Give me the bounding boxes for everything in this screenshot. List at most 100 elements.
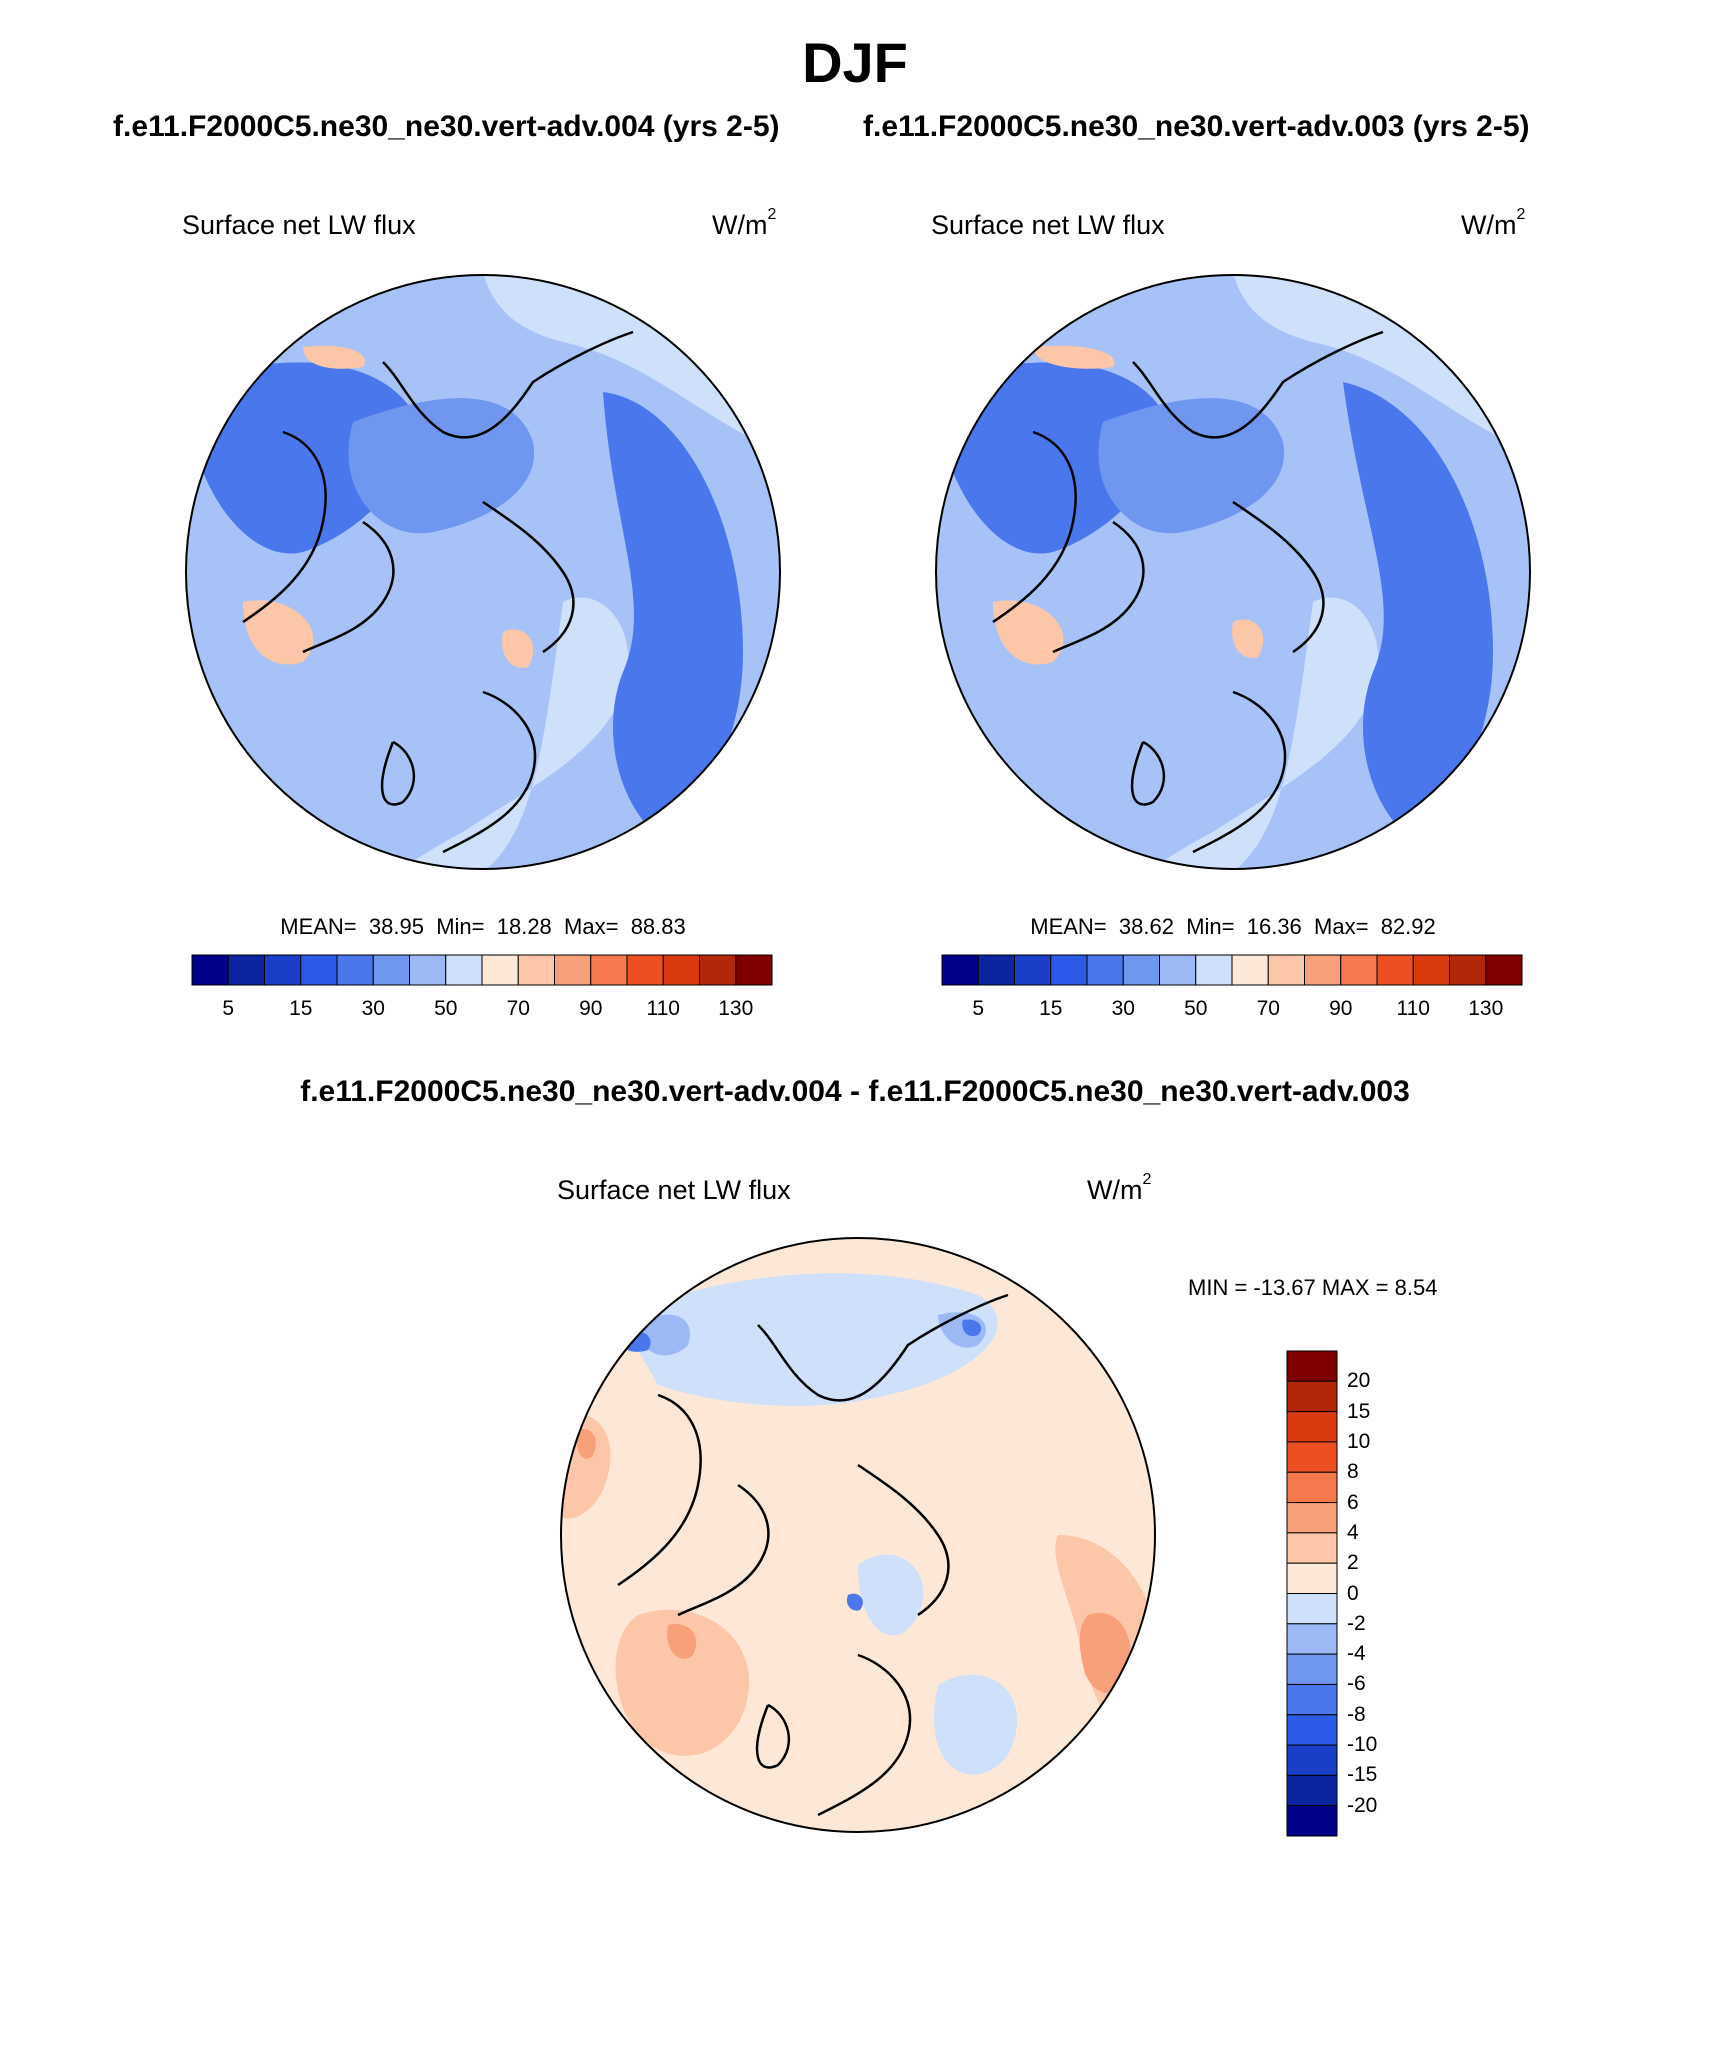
colorbar-swatch bbox=[1286, 1441, 1338, 1473]
colorbar-swatch bbox=[1340, 954, 1378, 986]
coastline bbox=[757, 1293, 1009, 1402]
colorbar-swatch bbox=[1286, 1502, 1338, 1534]
colorbar-swatch bbox=[1286, 1593, 1338, 1625]
colorbar-tick-label: -4 bbox=[1347, 1642, 1366, 1666]
colorbar-tick-label: 30 bbox=[1111, 997, 1135, 1020]
colorbar-tick-label: 70 bbox=[506, 997, 530, 1020]
colorbar-swatch bbox=[590, 954, 628, 986]
field-region-warm bbox=[615, 1609, 750, 1756]
field-region-warm bbox=[243, 600, 314, 665]
colorbar-swatch bbox=[1286, 1623, 1338, 1655]
field-region-warmer bbox=[1079, 1613, 1131, 1694]
left-colorbar-ticks: 5 15 30 50 70 90 110 130 bbox=[192, 997, 772, 1027]
field-region-warmer bbox=[576, 1429, 596, 1459]
coastline bbox=[482, 500, 575, 654]
colorbar-swatch bbox=[1304, 954, 1342, 986]
coastline bbox=[1232, 500, 1325, 654]
colorbar-swatch bbox=[662, 954, 700, 986]
field-region-dark bbox=[1343, 382, 1493, 832]
colorbar-swatch bbox=[191, 954, 229, 986]
right-stats: MEAN= 38.62 Min= 16.36 Max= 82.92 bbox=[1030, 914, 1436, 939]
colorbar-swatch bbox=[1449, 954, 1487, 986]
colorbar-tick-label: 6 bbox=[1347, 1490, 1359, 1514]
right-polar-map bbox=[935, 274, 1531, 870]
field-region-light bbox=[1133, 597, 1379, 869]
field-region-dark bbox=[603, 392, 743, 832]
colorbar-swatch bbox=[1050, 954, 1088, 986]
colorbar-tick-label: -2 bbox=[1347, 1611, 1366, 1635]
colorbar-swatch bbox=[1286, 1683, 1338, 1716]
coastline bbox=[382, 330, 634, 439]
field-region-cool bbox=[934, 1674, 1018, 1775]
colorbar-swatch bbox=[517, 954, 555, 986]
right-colorbar-ticks: 5 15 30 50 70 90 110 130 bbox=[942, 997, 1522, 1027]
colorbar-tick-label: 20 bbox=[1347, 1369, 1371, 1393]
colorbar-swatch bbox=[626, 954, 664, 986]
colorbar-swatch bbox=[1286, 1805, 1338, 1837]
colorbar-swatch bbox=[445, 954, 483, 986]
colorbar-swatch bbox=[300, 954, 338, 986]
colorbar-tick-label: 70 bbox=[1256, 997, 1280, 1020]
colorbar-swatch bbox=[1286, 1350, 1338, 1382]
colorbar-swatch bbox=[1014, 954, 1052, 986]
diff-units-label: W/m2 bbox=[1087, 1171, 1152, 1205]
coastline bbox=[1132, 330, 1384, 439]
left-case-title: f.e11.F2000C5.ne30_ne30.vert-adv.004 (yr… bbox=[113, 110, 780, 143]
colorbar-swatch bbox=[941, 954, 979, 986]
colorbar-swatch bbox=[1485, 954, 1523, 986]
colorbar-swatch bbox=[264, 954, 302, 986]
colorbar-swatch bbox=[1267, 954, 1305, 986]
colorbar-swatch bbox=[1286, 1532, 1338, 1564]
diff-variable-label: Surface net LW flux bbox=[557, 1175, 791, 1205]
colorbar-tick-label: 50 bbox=[1184, 997, 1208, 1020]
left-stats: MEAN= 38.95 Min= 18.28 Max= 88.83 bbox=[280, 914, 686, 939]
colorbar-swatch bbox=[1286, 1562, 1338, 1594]
coastline bbox=[380, 740, 416, 806]
colorbar-tick-label: 2 bbox=[1347, 1551, 1359, 1575]
colorbar-swatch bbox=[735, 954, 773, 986]
colorbar-swatch bbox=[1376, 954, 1414, 986]
coastline bbox=[1192, 690, 1287, 854]
colorbar-swatch bbox=[1412, 954, 1450, 986]
colorbar-tick-label: 15 bbox=[289, 997, 313, 1020]
colorbar-tick-label: 0 bbox=[1347, 1581, 1359, 1605]
colorbar-swatch bbox=[1159, 954, 1197, 986]
difference-title: f.e11.F2000C5.ne30_ne30.vert-adv.004 - f… bbox=[300, 1075, 1410, 1108]
colorbar-tick-label: 50 bbox=[434, 997, 458, 1020]
field-region-cool bbox=[618, 1273, 998, 1406]
colorbar-tick-label: 110 bbox=[646, 997, 680, 1020]
field-region-warm bbox=[993, 600, 1064, 665]
left-colorbar bbox=[191, 954, 773, 986]
colorbar-swatch bbox=[1286, 1744, 1338, 1776]
figure-title: DJF bbox=[802, 31, 908, 94]
colorbar-tick-label: 110 bbox=[1396, 997, 1430, 1020]
colorbar-swatch bbox=[1286, 1471, 1338, 1504]
right-colorbar bbox=[941, 954, 1523, 986]
colorbar-swatch bbox=[481, 954, 519, 986]
colorbar-swatch bbox=[1195, 954, 1233, 986]
colorbar-swatch bbox=[1086, 954, 1124, 986]
field-region-blue bbox=[618, 1330, 651, 1352]
colorbar-tick-label: 15 bbox=[1039, 997, 1063, 1020]
field-region-cooler bbox=[638, 1314, 690, 1356]
field-region-blue bbox=[962, 1319, 982, 1337]
colorbar-swatch bbox=[699, 954, 737, 986]
difference-polar-map bbox=[560, 1237, 1156, 1833]
right-case-title: f.e11.F2000C5.ne30_ne30.vert-adv.003 (yr… bbox=[863, 110, 1530, 143]
coastline bbox=[677, 1483, 770, 1617]
colorbar-tick-label: 90 bbox=[579, 997, 603, 1020]
colorbar-tick-label: -15 bbox=[1347, 1763, 1378, 1787]
colorbar-swatch bbox=[1122, 954, 1160, 986]
field-region-warm bbox=[502, 629, 534, 668]
coastline bbox=[992, 430, 1077, 624]
colorbar-swatch bbox=[554, 954, 592, 986]
coastline bbox=[857, 1463, 950, 1617]
colorbar-tick-label: 130 bbox=[718, 997, 754, 1020]
colorbar-tick-label: 15 bbox=[1347, 1399, 1371, 1423]
colorbar-swatch bbox=[977, 954, 1015, 986]
colorbar-tick-label: 90 bbox=[1329, 997, 1353, 1020]
field-region-warm bbox=[1232, 619, 1264, 658]
field-region-dark bbox=[953, 362, 1165, 554]
colorbar-tick-label: -6 bbox=[1347, 1672, 1366, 1696]
colorbar-swatch bbox=[227, 954, 265, 986]
